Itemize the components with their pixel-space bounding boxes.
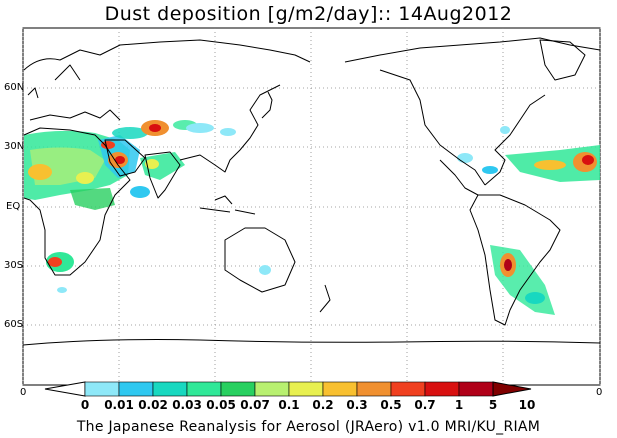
map-title: Dust deposition [g/m2/day]:: 14Aug2012 [104, 3, 513, 25]
corner-zero-right: 0 [596, 387, 603, 398]
colorbar-tick-label: 0.07 [240, 398, 270, 412]
colorbar-segment [458, 381, 494, 397]
colorbar-segment [322, 381, 358, 397]
colorbar-segment [424, 381, 460, 397]
colorbar-segment [220, 381, 256, 397]
corner-zero-left: 0 [20, 387, 27, 398]
colorbar-segment [356, 381, 392, 397]
colorbar-tick-label: 0.05 [206, 398, 236, 412]
colorbar-tick-label: 0.3 [346, 398, 368, 412]
colorbar-segment [84, 381, 120, 397]
colorbar-segment [118, 381, 154, 397]
colorbar-segment [288, 381, 324, 397]
coastlines [22, 37, 601, 346]
colorbar-tick-label: 0.7 [414, 398, 436, 412]
colorbar-tick-label: 0.2 [312, 398, 334, 412]
lat-label-30s: 30S [4, 260, 24, 271]
colorbar-tick-label: 1 [454, 398, 464, 412]
colorbar-tick-label: 0.02 [138, 398, 168, 412]
colorbar-tick-label: 0.03 [172, 398, 202, 412]
lat-label-30n: 30N [4, 141, 25, 152]
colorbar [44, 381, 532, 397]
colorbar-tick-label: 0 [80, 398, 90, 412]
lat-label-eq: EQ [6, 201, 21, 212]
colorbar-arrow-left [44, 381, 86, 397]
dust-shading [24, 120, 600, 315]
colorbar-tick-label: 0.1 [278, 398, 300, 412]
colorbar-tick-label: 0.01 [104, 398, 134, 412]
footer-credit: The Japanese Reanalysis for Aerosol (JRA… [76, 419, 541, 435]
lat-label-60n: 60N [4, 82, 25, 93]
map-frame [22, 27, 601, 386]
colorbar-segment [152, 381, 188, 397]
colorbar-tick-label: 0.5 [380, 398, 402, 412]
colorbar-tick-label: 5 [488, 398, 498, 412]
colorbar-segment [390, 381, 426, 397]
colorbar-tick-label: 10 [518, 398, 536, 412]
colorbar-segment [254, 381, 290, 397]
lat-label-60s: 60S [4, 319, 24, 330]
colorbar-segment [186, 381, 222, 397]
colorbar-arrow-right [492, 381, 532, 397]
